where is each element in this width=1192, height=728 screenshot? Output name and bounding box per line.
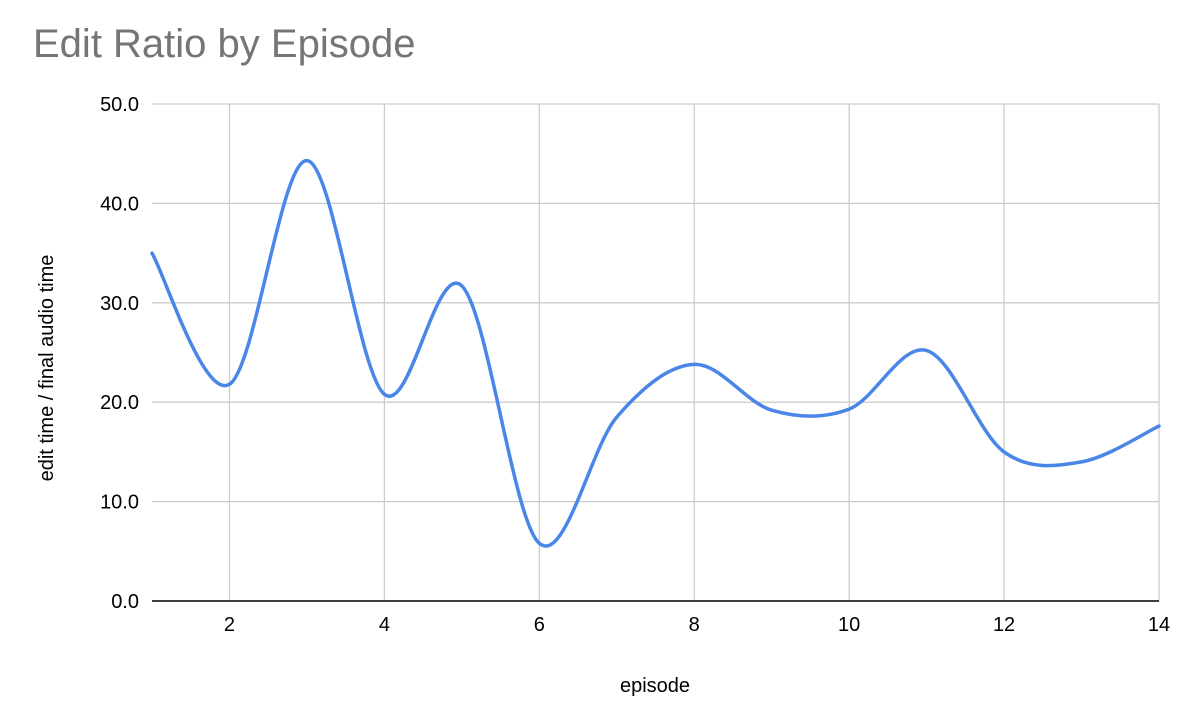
data-point: [768, 406, 776, 414]
data-point: [535, 539, 543, 547]
x-tick-labels: 2 4 6 8 10 12 14: [224, 614, 1170, 636]
data-point: [613, 413, 621, 421]
data-point: [380, 390, 388, 398]
data-point: [690, 360, 698, 368]
series-line: [150, 158, 1161, 548]
x-tick-label: 12: [993, 614, 1015, 636]
x-tick-label: 2: [224, 614, 235, 636]
y-tick-label: 20.0: [100, 392, 139, 414]
data-point: [225, 380, 233, 388]
data-point: [458, 282, 466, 290]
y-tick-labels: 0.0 10.0 20.0 30.0 40.0 50.0: [100, 94, 139, 613]
data-point: [1078, 458, 1086, 466]
x-tick-label: 10: [838, 614, 860, 636]
y-tick-label: 10.0: [100, 492, 139, 514]
y-tick-label: 40.0: [100, 193, 139, 215]
y-axis-title: edit time / final audio time: [36, 255, 58, 482]
x-tick-label: 4: [379, 614, 390, 636]
data-point: [1000, 448, 1008, 456]
y-tick-label: 30.0: [100, 293, 139, 315]
data-point: [303, 157, 311, 165]
y-tick-label: 50.0: [100, 94, 139, 116]
data-point: [845, 405, 853, 413]
data-point: [1155, 422, 1163, 430]
x-tick-label: 8: [689, 614, 700, 636]
data-point: [923, 347, 931, 355]
chart-title: Edit Ratio by Episode: [33, 22, 416, 66]
gridlines: [152, 103, 1160, 601]
y-tick-label: 0.0: [111, 591, 139, 613]
series-layer: [148, 157, 1163, 548]
x-axis-title: episode: [620, 675, 690, 697]
data-point: [148, 249, 156, 257]
x-tick-label: 14: [1148, 614, 1170, 636]
x-tick-label: 6: [534, 614, 545, 636]
